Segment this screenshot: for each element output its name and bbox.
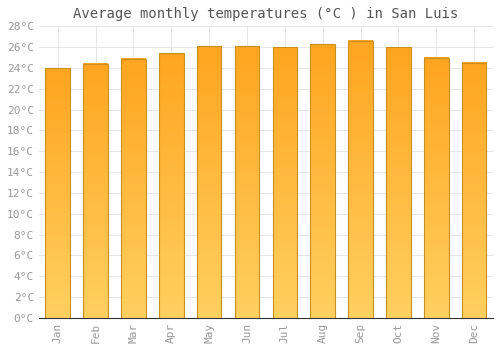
Bar [424, 57, 448, 318]
Bar [272, 47, 297, 318]
Bar [121, 58, 146, 318]
Bar [462, 63, 486, 318]
Bar [121, 58, 146, 318]
Bar [348, 41, 373, 318]
Bar [462, 63, 486, 318]
Bar [386, 47, 410, 318]
Bar [159, 53, 184, 318]
Bar [348, 41, 373, 318]
Bar [84, 64, 108, 318]
Bar [197, 46, 222, 318]
Bar [46, 68, 70, 318]
Bar [310, 44, 335, 318]
Bar [310, 44, 335, 318]
Bar [234, 46, 260, 318]
Title: Average monthly temperatures (°C ) in San Luis: Average monthly temperatures (°C ) in Sa… [74, 7, 458, 21]
Bar [84, 64, 108, 318]
Bar [386, 47, 410, 318]
Bar [46, 68, 70, 318]
Bar [272, 47, 297, 318]
Bar [234, 46, 260, 318]
Bar [424, 57, 448, 318]
Bar [159, 53, 184, 318]
Bar [197, 46, 222, 318]
